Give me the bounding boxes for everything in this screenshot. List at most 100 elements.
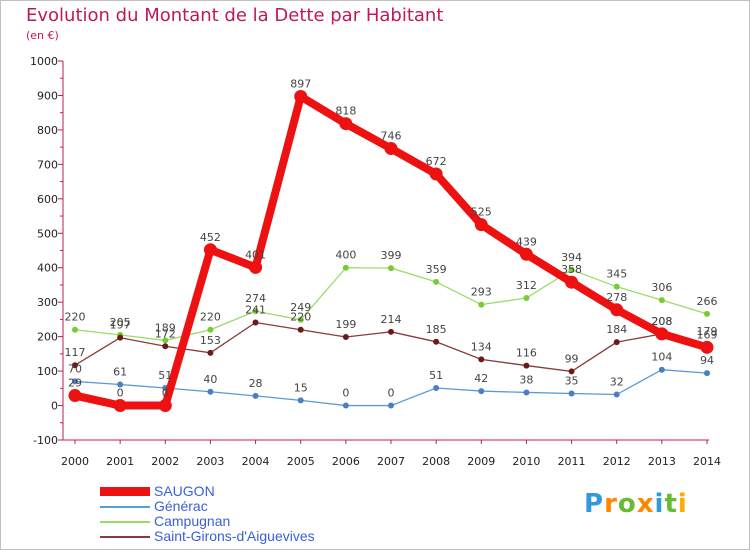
data-label-campugnan: 220 <box>200 311 221 324</box>
data-point-g-n-rac <box>704 370 710 377</box>
legend-swatch-generac <box>100 506 150 508</box>
data-point-saugon <box>700 340 714 354</box>
data-point-g-n-rac <box>297 397 304 404</box>
data-point-g-n-rac <box>478 388 485 395</box>
data-point-saugon <box>474 218 488 232</box>
data-label-saint-girons-d-aiguevives: 153 <box>200 334 221 347</box>
data-point-campugnan <box>704 310 710 317</box>
data-point-saint-girons-d-aiguevives <box>342 333 349 340</box>
data-point-saugon <box>203 243 217 257</box>
data-label-saint-girons-d-aiguevives: 99 <box>565 352 579 365</box>
chart-title: Evolution du Montant de la Dette par Hab… <box>26 5 444 26</box>
data-point-saint-girons-d-aiguevives <box>162 343 169 350</box>
data-point-saugon <box>565 275 579 289</box>
data-label-saint-girons-d-aiguevives: 184 <box>606 323 627 336</box>
data-label-campugnan: 249 <box>290 301 311 314</box>
legend-swatch-saint-girons <box>100 536 150 538</box>
data-label-g-n-rac: 0 <box>342 387 349 400</box>
data-label-campugnan: 400 <box>335 249 356 262</box>
data-point-campugnan <box>388 265 394 272</box>
y-tick-label: 600 <box>37 193 58 206</box>
data-point-campugnan <box>162 337 169 344</box>
y-tick-label: 800 <box>37 124 58 137</box>
y-tick-label: 100 <box>37 365 58 378</box>
data-label-saugon: 525 <box>471 206 492 219</box>
x-tick-label: 2006 <box>332 455 360 468</box>
data-label-g-n-rac: 70 <box>68 362 82 375</box>
data-label-saugon: 208 <box>651 315 672 328</box>
series-layer <box>68 89 714 413</box>
data-label-campugnan: 266 <box>697 295 718 308</box>
data-label-saint-girons-d-aiguevives: 214 <box>381 313 402 326</box>
y-tick-label: -100 <box>33 434 58 447</box>
data-label-saint-girons-d-aiguevives: 241 <box>245 304 266 317</box>
data-point-saugon <box>655 327 669 341</box>
data-point-saugon <box>68 389 82 403</box>
data-label-saugon: 452 <box>200 231 221 244</box>
data-label-saint-girons-d-aiguevives: 134 <box>471 340 492 353</box>
data-point-g-n-rac <box>568 390 575 397</box>
data-point-saint-girons-d-aiguevives <box>252 319 259 326</box>
data-label-g-n-rac: 38 <box>519 373 533 386</box>
data-point-campugnan <box>342 264 349 271</box>
data-label-saugon: 29 <box>68 377 82 390</box>
data-point-g-n-rac <box>433 384 440 391</box>
x-tick-label: 2005 <box>287 455 315 468</box>
data-label-campugnan: 399 <box>381 249 402 262</box>
data-point-saint-girons-d-aiguevives <box>72 362 78 369</box>
data-label-campugnan: 205 <box>110 316 131 329</box>
data-point-g-n-rac <box>207 388 214 395</box>
data-point-g-n-rac <box>658 366 665 373</box>
data-label-campugnan: 394 <box>561 251 582 264</box>
data-point-saint-girons-d-aiguevives <box>613 339 620 346</box>
data-point-saint-girons-d-aiguevives <box>478 356 485 363</box>
data-point-saint-girons-d-aiguevives <box>297 326 304 333</box>
data-point-campugnan <box>478 301 485 308</box>
x-tick-label: 2000 <box>61 455 89 468</box>
y-tick-label: 500 <box>37 227 58 240</box>
data-label-saint-girons-d-aiguevives: 179 <box>697 325 718 338</box>
logo-letter: r <box>604 489 618 519</box>
data-label-saugon: 746 <box>381 130 402 143</box>
data-point-campugnan <box>568 266 575 273</box>
data-point-campugnan <box>207 326 214 333</box>
data-label-campugnan: 220 <box>65 311 86 324</box>
y-tick-label: 700 <box>37 158 58 171</box>
y-tick-label: 200 <box>37 331 58 344</box>
data-point-g-n-rac <box>72 378 78 385</box>
data-point-g-n-rac <box>117 381 124 388</box>
logo-letter: P <box>584 489 605 519</box>
data-label-saint-girons-d-aiguevives: 199 <box>335 318 356 331</box>
data-point-g-n-rac <box>342 402 349 409</box>
x-tick-label: 2013 <box>648 455 676 468</box>
data-point-saugon <box>610 303 624 317</box>
data-label-saint-girons-d-aiguevives: 220 <box>290 311 311 324</box>
data-label-campugnan: 345 <box>606 268 627 281</box>
data-point-saugon <box>158 399 172 413</box>
data-point-saugon <box>384 142 398 156</box>
data-point-saint-girons-d-aiguevives <box>388 328 394 335</box>
data-label-g-n-rac: 28 <box>249 377 263 390</box>
data-label-saugon: 818 <box>335 105 356 118</box>
data-label-g-n-rac: 32 <box>610 376 624 389</box>
legend-label-saint-girons: Saint-Girons-d'Aiguevives <box>154 528 315 544</box>
x-tick-label: 2007 <box>377 455 405 468</box>
data-label-campugnan: 274 <box>245 292 266 305</box>
data-point-g-n-rac <box>388 402 394 409</box>
data-point-g-n-rac <box>523 389 530 396</box>
data-point-campugnan <box>613 283 620 290</box>
data-label-g-n-rac: 35 <box>565 374 579 387</box>
data-label-campugnan: 293 <box>471 286 492 299</box>
y-tick-label: 900 <box>37 89 58 102</box>
x-tick-label: 2011 <box>558 455 586 468</box>
data-label-campugnan: 306 <box>651 281 672 294</box>
data-label-saugon: 278 <box>606 291 627 304</box>
x-tick-label: 2014 <box>693 455 721 468</box>
data-point-saint-girons-d-aiguevives <box>117 334 124 341</box>
data-point-g-n-rac <box>613 391 620 398</box>
logo-letter: i <box>677 489 688 519</box>
data-label-saint-girons-d-aiguevives: 208 <box>651 315 672 328</box>
data-point-campugnan <box>297 316 304 323</box>
legend-label-campugnan: Campugnan <box>154 513 231 529</box>
